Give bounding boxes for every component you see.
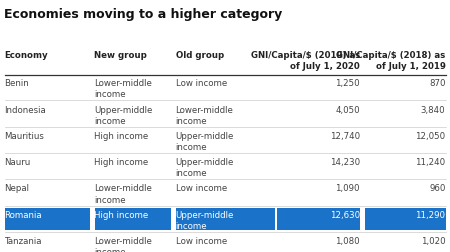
Text: 12,740: 12,740: [330, 131, 360, 140]
Text: Nepal: Nepal: [4, 184, 30, 193]
Text: Upper-middle
income: Upper-middle income: [94, 105, 153, 125]
Text: Low income: Low income: [176, 79, 227, 88]
Text: Benin: Benin: [4, 79, 29, 88]
Text: GNI/Capita/$ (2018) as
of July 1, 2019: GNI/Capita/$ (2018) as of July 1, 2019: [336, 50, 446, 70]
Text: 3,840: 3,840: [421, 105, 446, 114]
FancyBboxPatch shape: [4, 208, 90, 231]
Text: Lower-middle
income: Lower-middle income: [94, 184, 153, 204]
Text: Indonesia: Indonesia: [4, 105, 46, 114]
Text: High income: High income: [94, 158, 149, 167]
Text: New group: New group: [94, 50, 148, 59]
Text: 11,290: 11,290: [415, 210, 446, 219]
Text: 1,250: 1,250: [335, 79, 360, 88]
Text: 4,050: 4,050: [335, 105, 360, 114]
FancyBboxPatch shape: [176, 208, 274, 231]
Text: Romania: Romania: [4, 210, 42, 219]
FancyBboxPatch shape: [94, 208, 171, 231]
Text: High income: High income: [94, 210, 149, 219]
Text: 12,050: 12,050: [415, 131, 446, 140]
Text: Upper-middle
income: Upper-middle income: [176, 210, 234, 230]
Text: High income: High income: [94, 131, 149, 140]
Text: Lower-middle
income: Lower-middle income: [94, 79, 153, 99]
Text: Lower-middle
income: Lower-middle income: [94, 236, 153, 252]
Text: GNI/Capita/$ (2019) as
of July 1, 2020: GNI/Capita/$ (2019) as of July 1, 2020: [251, 50, 360, 70]
Text: Mauritius: Mauritius: [4, 131, 45, 140]
Text: Economy: Economy: [4, 50, 48, 59]
Text: Economies moving to a higher category: Economies moving to a higher category: [4, 8, 283, 20]
Text: 870: 870: [429, 79, 446, 88]
Text: Low income: Low income: [176, 184, 227, 193]
Text: Lower-middle
income: Lower-middle income: [176, 105, 234, 125]
Text: 11,240: 11,240: [415, 158, 446, 167]
Text: Nauru: Nauru: [4, 158, 31, 167]
Text: 14,230: 14,230: [330, 158, 360, 167]
Text: Low income: Low income: [176, 236, 227, 245]
Text: Upper-middle
income: Upper-middle income: [176, 131, 234, 151]
Text: 12,630: 12,630: [330, 210, 360, 219]
Text: 1,090: 1,090: [336, 184, 360, 193]
FancyBboxPatch shape: [364, 208, 446, 231]
Text: 960: 960: [429, 184, 445, 193]
Text: Tanzania: Tanzania: [4, 236, 42, 245]
Text: 1,020: 1,020: [421, 236, 446, 245]
FancyBboxPatch shape: [277, 208, 360, 231]
Text: Old group: Old group: [176, 50, 224, 59]
Text: Upper-middle
income: Upper-middle income: [176, 158, 234, 177]
Text: 1,080: 1,080: [335, 236, 360, 245]
